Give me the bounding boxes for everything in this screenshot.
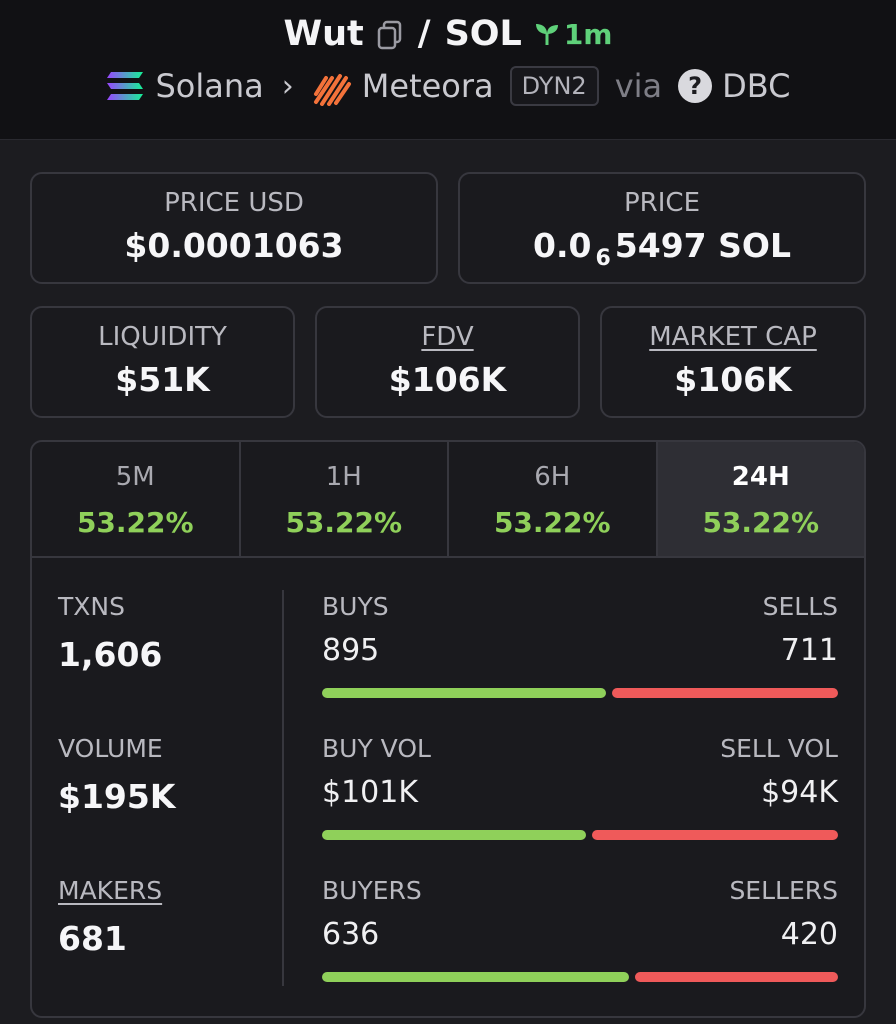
buy-vol-value: $101K xyxy=(322,775,419,810)
sellers-label: SELLERS xyxy=(729,876,838,905)
price-usd-label: PRICE USD xyxy=(164,188,304,218)
buyers-value: 636 xyxy=(322,917,380,952)
buy-sell-volume-stat: BUY VOL SELL VOL $101K $94K xyxy=(322,734,838,854)
price-native-value: 0.0 6 5497 SOL xyxy=(533,226,791,271)
copy-icon[interactable] xyxy=(376,19,404,50)
buys-sells-stat: BUYS SELLS 895 711 xyxy=(322,592,838,712)
market-cap-label[interactable]: MARKET CAP xyxy=(649,322,817,352)
tab-24h[interactable]: 24H 53.22% xyxy=(657,442,864,556)
quote-symbol: SOL xyxy=(444,14,522,54)
volume-label: VOLUME xyxy=(58,734,163,763)
pair-age: 1m xyxy=(534,18,613,51)
tab-label: 6H xyxy=(534,462,571,492)
market-cap-value: $106K xyxy=(674,360,792,399)
price-usd-value: $0.0001063 xyxy=(124,226,344,265)
token-symbol: Wut xyxy=(283,14,364,54)
price-usd-card: PRICE USD $0.0001063 xyxy=(30,172,438,284)
makers-value: 681 xyxy=(58,919,127,958)
fdv-card[interactable]: FDV $106K xyxy=(315,306,580,418)
tab-6h[interactable]: 6H 53.22% xyxy=(449,442,658,556)
dex-link[interactable]: Meteora xyxy=(361,67,494,105)
sell-bar xyxy=(592,830,838,840)
sellers-value: 420 xyxy=(780,917,838,952)
help-icon: ? xyxy=(678,69,713,103)
sells-value: 711 xyxy=(780,633,838,668)
dex-version-badge: DYN2 xyxy=(509,66,599,106)
sell-vol-value: $94K xyxy=(761,775,838,810)
volume-value: $195K xyxy=(58,777,176,816)
pair-title: Wut / SOL 1m xyxy=(0,14,896,54)
pair-header: Wut / SOL 1m xyxy=(0,0,896,140)
timeframe-tabs: 5M 53.22% 1H 53.22% 6H 53.22% 24H 53.22% xyxy=(32,442,864,558)
tab-1h[interactable]: 1H 53.22% xyxy=(241,442,449,556)
sell-bar xyxy=(612,688,838,698)
makers-stat[interactable]: MAKERS 681 xyxy=(58,876,162,958)
sell-vol-label: SELL VOL xyxy=(720,734,838,763)
fdv-value: $106K xyxy=(388,360,507,399)
stats-body: TXNS 1,606 VOLUME $195K MAKERS 681 BUYS … xyxy=(32,558,864,1016)
volume-bar xyxy=(322,830,838,840)
txns-stat: TXNS 1,606 xyxy=(58,592,162,674)
stats-panel: 5M 53.22% 1H 53.22% 6H 53.22% 24H 53.22%… xyxy=(30,440,866,1018)
liquidity-value: $51K xyxy=(115,360,210,399)
chain-link[interactable]: Solana xyxy=(155,67,264,105)
launchpad-name[interactable]: DBC xyxy=(722,67,791,105)
price-native-label: PRICE xyxy=(624,188,700,218)
meteora-icon xyxy=(312,66,352,106)
chevron-right-icon: › xyxy=(281,68,294,104)
fdv-label[interactable]: FDV xyxy=(421,322,474,352)
column-divider xyxy=(282,590,284,986)
buyers-label: BUYERS xyxy=(322,876,422,905)
pair-age-value: 1m xyxy=(563,17,613,51)
price-native-card: PRICE 0.0 6 5497 SOL xyxy=(458,172,866,284)
zero-count: 6 xyxy=(595,246,611,271)
buy-bar xyxy=(322,972,629,982)
tab-label: 1H xyxy=(325,462,362,492)
txns-label: TXNS xyxy=(58,592,125,621)
liquidity-card: LIQUIDITY $51K xyxy=(30,306,295,418)
liquidity-label: LIQUIDITY xyxy=(98,322,227,352)
solana-icon xyxy=(105,70,145,102)
tab-label: 5M xyxy=(115,462,155,492)
buyers-sellers-stat: BUYERS SELLERS 636 420 xyxy=(322,876,838,996)
sells-label: SELLS xyxy=(762,592,838,621)
tab-change: 53.22% xyxy=(285,506,403,539)
buys-sells-bar xyxy=(322,688,838,698)
tab-change: 53.22% xyxy=(702,506,820,539)
tab-label: 24H xyxy=(731,462,790,492)
tab-change: 53.22% xyxy=(76,506,194,539)
tab-5m[interactable]: 5M 53.22% xyxy=(32,442,241,556)
buy-bar xyxy=(322,830,586,840)
buyers-bar xyxy=(322,972,838,982)
volume-stat: VOLUME $195K xyxy=(58,734,175,816)
makers-label[interactable]: MAKERS xyxy=(58,876,163,905)
pair-separator: / xyxy=(417,14,431,54)
sprout-icon xyxy=(535,24,558,45)
buy-vol-label: BUY VOL xyxy=(322,734,431,763)
sell-bar xyxy=(635,972,838,982)
via-label: via xyxy=(614,67,663,105)
buys-value: 895 xyxy=(322,633,380,668)
market-cap-card[interactable]: MARKET CAP $106K xyxy=(600,306,866,418)
txns-value: 1,606 xyxy=(58,635,163,674)
buys-label: BUYS xyxy=(322,592,389,621)
buy-bar xyxy=(322,688,606,698)
tab-change: 53.22% xyxy=(493,506,611,539)
pair-route: Solana › Meteora DYN2 via ? DBC xyxy=(0,66,896,106)
